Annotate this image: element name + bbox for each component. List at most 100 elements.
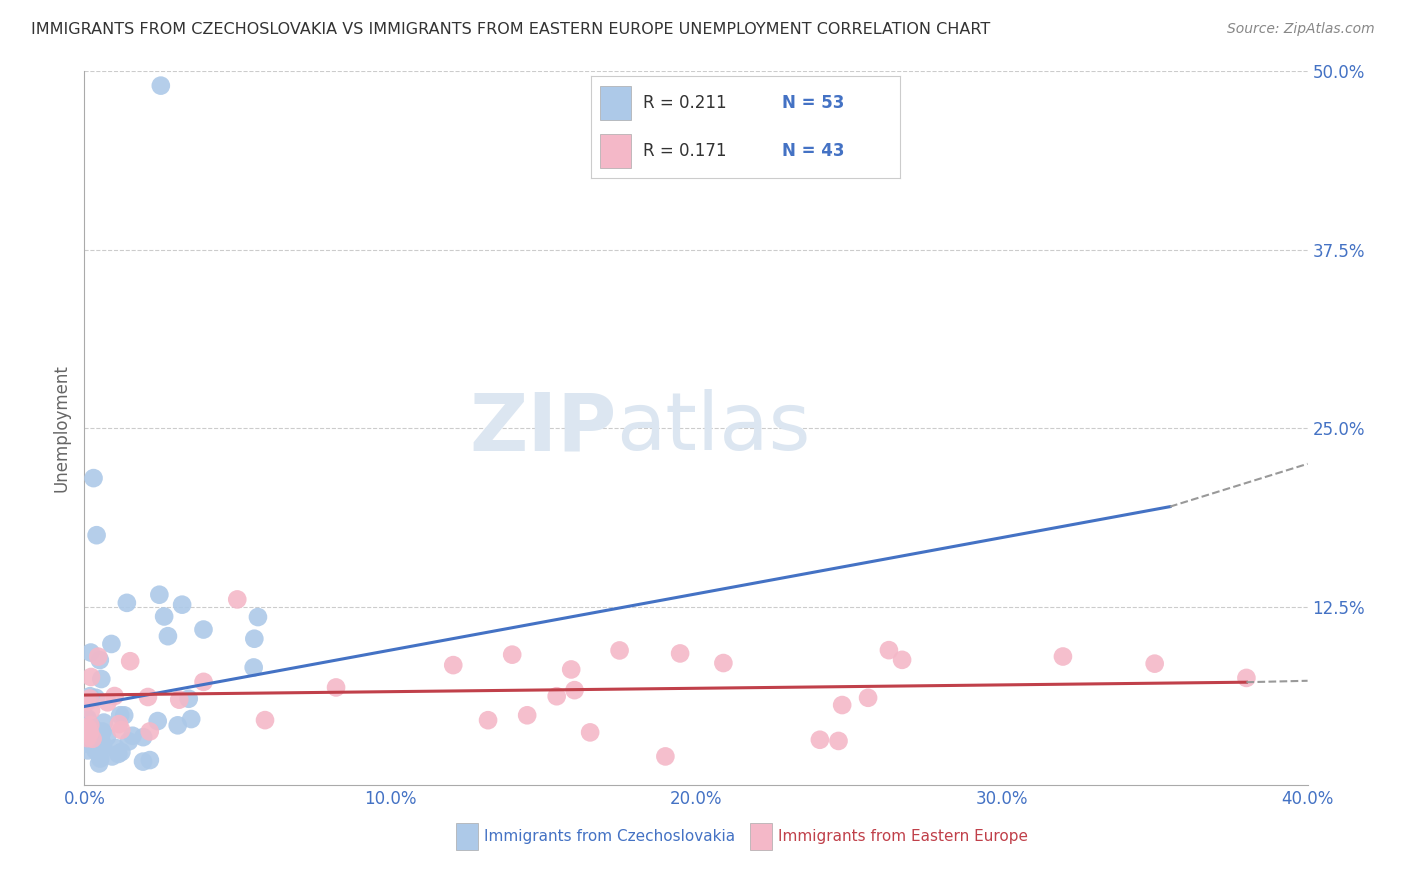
- Point: [808, 732, 831, 747]
- Point: [132, 755, 155, 769]
- Point: [1236, 671, 1258, 685]
- Point: [441, 658, 464, 673]
- Point: [193, 623, 215, 637]
- Point: [87, 649, 110, 664]
- Point: [891, 653, 914, 667]
- Y-axis label: Unemployment: Unemployment: [52, 364, 70, 492]
- Point: [1143, 657, 1166, 671]
- Point: [79, 738, 101, 752]
- Point: [108, 708, 131, 723]
- Point: [87, 735, 110, 749]
- Point: [118, 734, 141, 748]
- Text: N = 53: N = 53: [782, 94, 845, 112]
- Point: [121, 729, 143, 743]
- Point: [76, 731, 98, 746]
- Point: [84, 743, 107, 757]
- Point: [546, 690, 568, 704]
- Point: [96, 730, 118, 744]
- Point: [579, 725, 602, 739]
- Point: [827, 734, 849, 748]
- Point: [76, 695, 98, 709]
- Point: [831, 698, 853, 712]
- Point: [167, 692, 190, 706]
- Point: [139, 753, 162, 767]
- Point: [112, 708, 135, 723]
- Point: [80, 670, 103, 684]
- Point: [654, 749, 676, 764]
- Point: [82, 721, 104, 735]
- Point: [115, 596, 138, 610]
- Point: [516, 708, 538, 723]
- Point: [156, 629, 179, 643]
- Point: [110, 723, 132, 737]
- Point: [180, 712, 202, 726]
- Point: [609, 643, 631, 657]
- Point: [80, 703, 103, 717]
- Point: [79, 691, 101, 706]
- Point: [103, 689, 125, 703]
- Point: [91, 739, 114, 754]
- Point: [325, 681, 347, 695]
- Text: IMMIGRANTS FROM CZECHOSLOVAKIA VS IMMIGRANTS FROM EASTERN EUROPE UNEMPLOYMENT CO: IMMIGRANTS FROM CZECHOSLOVAKIA VS IMMIGR…: [31, 22, 990, 37]
- Point: [166, 718, 188, 732]
- Point: [110, 745, 132, 759]
- Point: [79, 690, 101, 704]
- Point: [713, 656, 735, 670]
- Point: [90, 734, 112, 748]
- Point: [76, 711, 98, 725]
- Point: [87, 756, 110, 771]
- Point: [90, 733, 112, 747]
- Point: [253, 713, 276, 727]
- Point: [84, 690, 107, 705]
- Point: [76, 726, 98, 740]
- Point: [177, 691, 200, 706]
- Point: [76, 743, 98, 757]
- Point: [136, 690, 159, 704]
- Point: [91, 724, 114, 739]
- Text: R = 0.171: R = 0.171: [643, 142, 727, 161]
- Text: Source: ZipAtlas.com: Source: ZipAtlas.com: [1227, 22, 1375, 37]
- Point: [149, 78, 172, 93]
- Bar: [600, 135, 631, 168]
- Point: [93, 715, 115, 730]
- Text: N = 43: N = 43: [782, 142, 845, 161]
- Text: Immigrants from Eastern Europe: Immigrants from Eastern Europe: [778, 830, 1028, 844]
- Point: [100, 637, 122, 651]
- Point: [76, 713, 98, 727]
- Point: [148, 588, 170, 602]
- Point: [132, 730, 155, 744]
- Point: [877, 643, 900, 657]
- Point: [90, 672, 112, 686]
- Text: R = 0.211: R = 0.211: [643, 94, 727, 112]
- Point: [560, 663, 582, 677]
- Point: [107, 747, 129, 761]
- Point: [82, 731, 104, 746]
- Point: [669, 647, 692, 661]
- Point: [104, 741, 127, 756]
- Text: Immigrants from Czechoslovakia: Immigrants from Czechoslovakia: [484, 830, 735, 844]
- Bar: [600, 87, 631, 120]
- Point: [193, 674, 215, 689]
- Point: [97, 695, 120, 709]
- Point: [172, 598, 194, 612]
- Point: [243, 632, 266, 646]
- Point: [77, 721, 100, 735]
- Point: [83, 471, 105, 485]
- Point: [564, 683, 586, 698]
- Point: [477, 713, 499, 727]
- Point: [79, 718, 101, 732]
- Point: [86, 528, 108, 542]
- Point: [153, 609, 176, 624]
- Point: [501, 648, 523, 662]
- Point: [242, 660, 264, 674]
- Point: [139, 724, 162, 739]
- Text: ZIP: ZIP: [470, 389, 616, 467]
- Point: [83, 732, 105, 747]
- Point: [80, 646, 103, 660]
- Point: [79, 725, 101, 739]
- Point: [76, 737, 98, 751]
- Point: [89, 751, 111, 765]
- Point: [80, 738, 103, 752]
- Point: [146, 714, 169, 728]
- Point: [120, 654, 142, 668]
